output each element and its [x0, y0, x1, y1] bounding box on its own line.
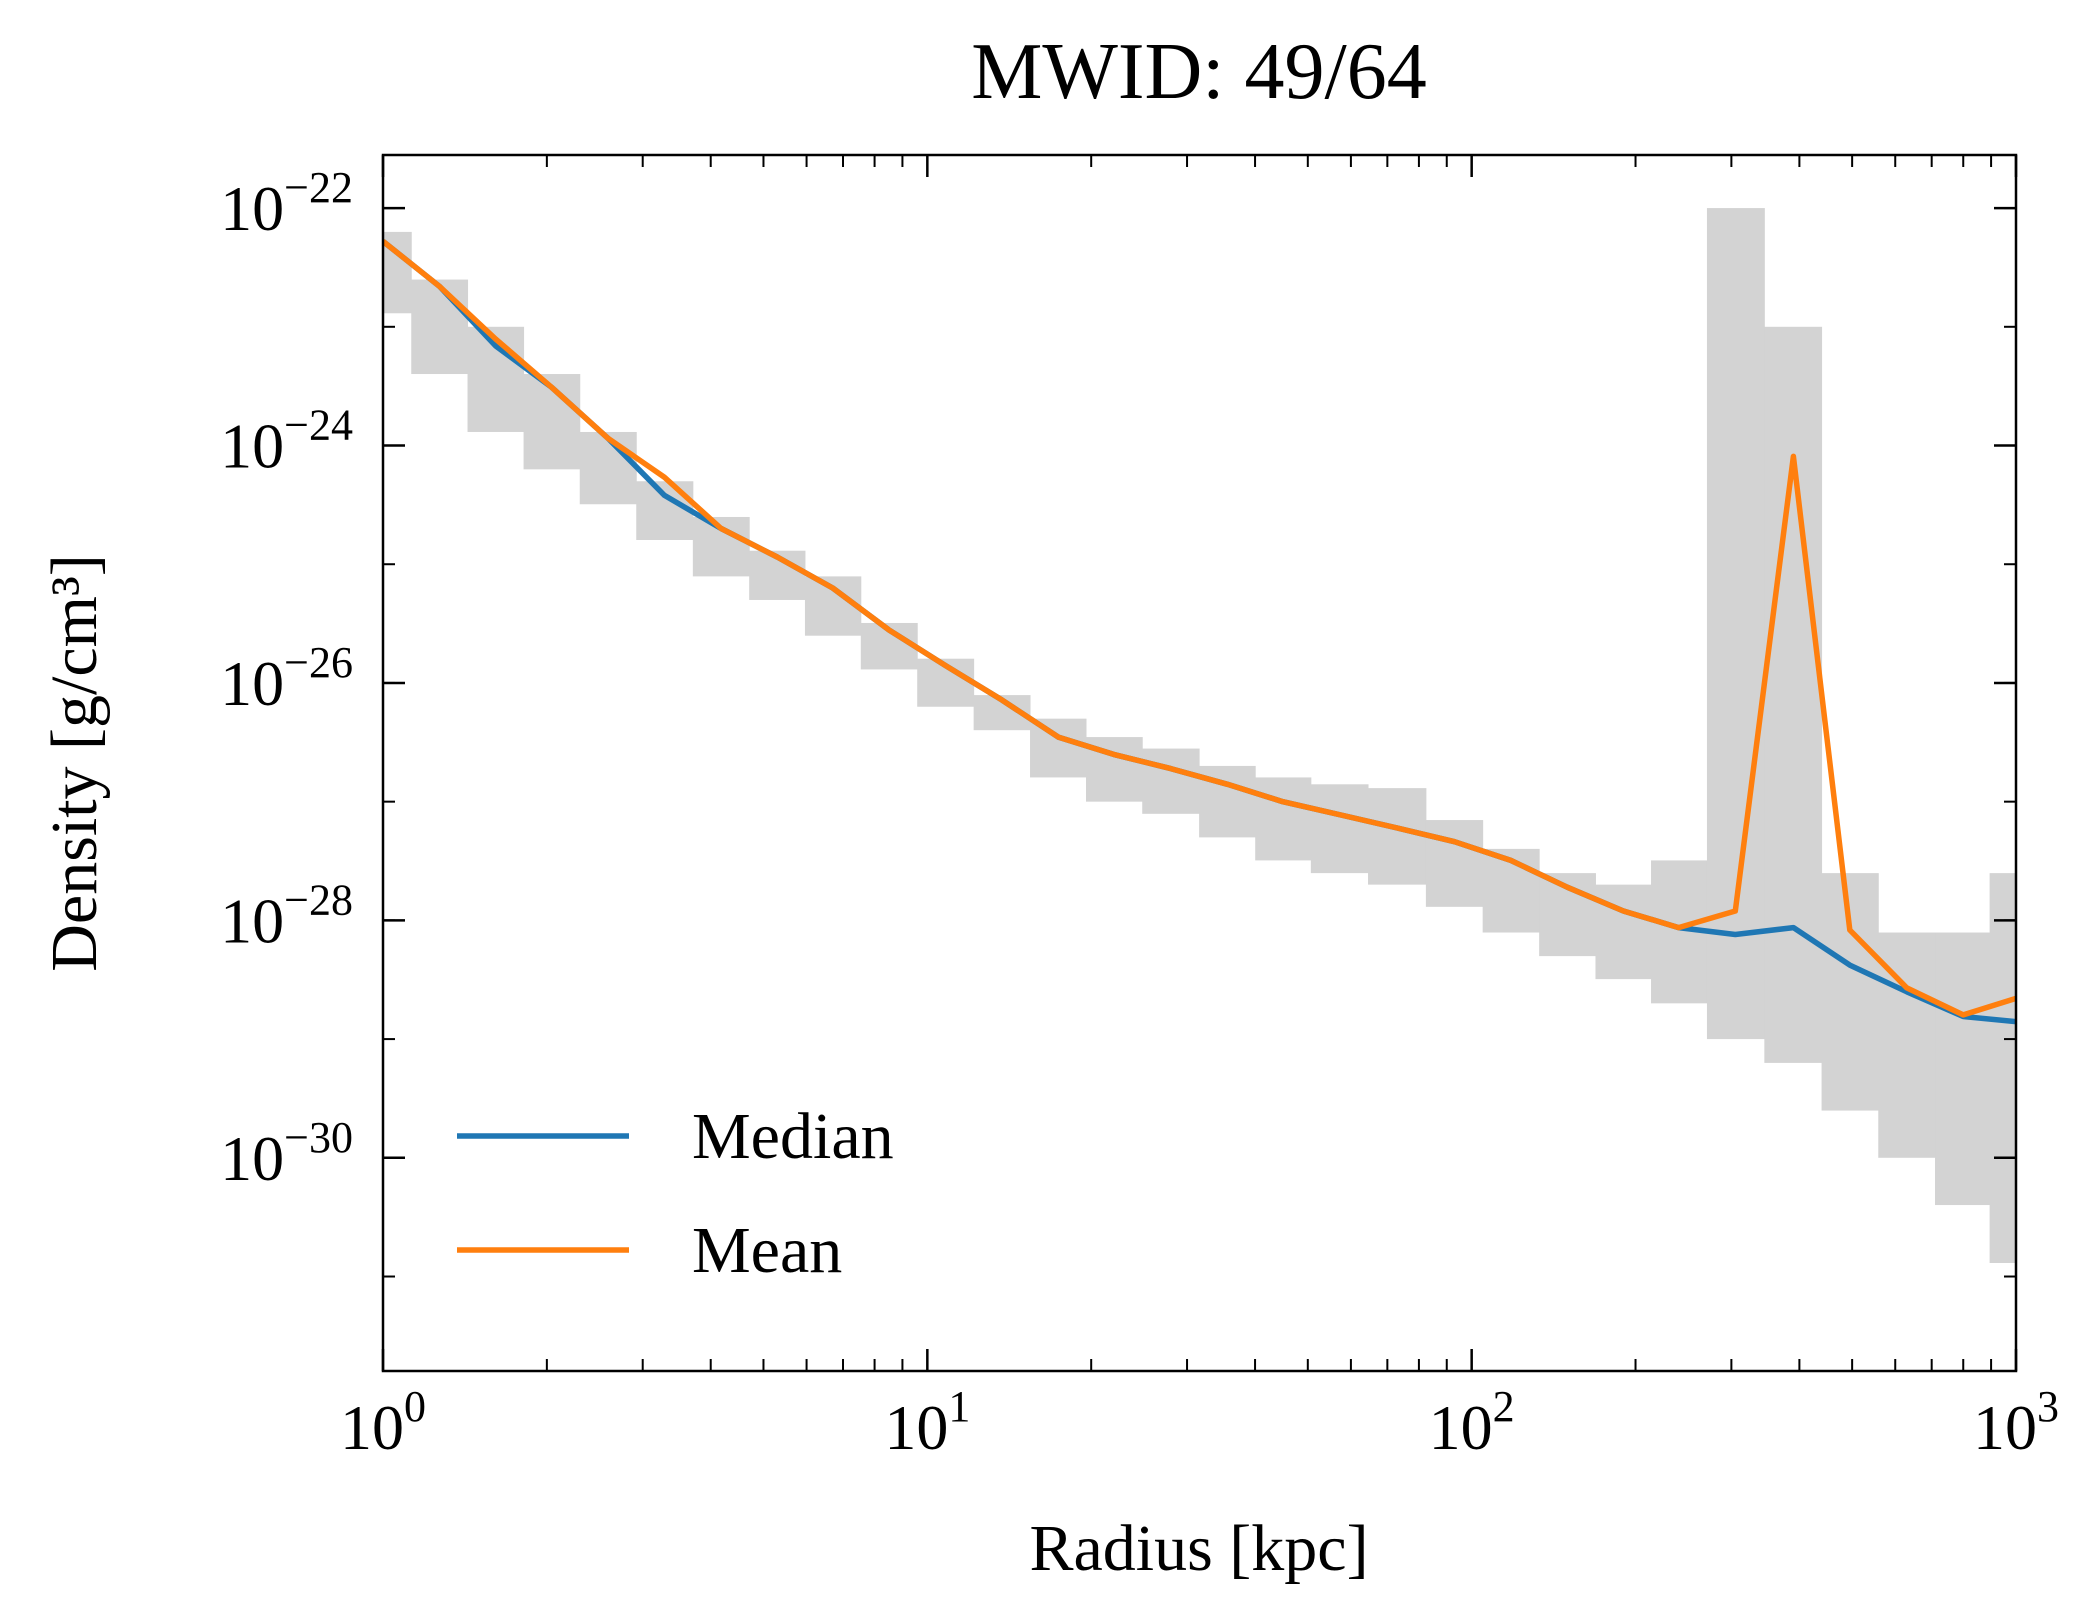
band-segment — [1821, 873, 1879, 1111]
tick-base: 10 — [1973, 1392, 2037, 1463]
band-segment — [1425, 820, 1484, 907]
tick-base: 10 — [340, 1392, 404, 1463]
tick-base: 10 — [1429, 1392, 1493, 1463]
tick-exponent: 3 — [2037, 1382, 2059, 1431]
tick-exponent: −28 — [284, 875, 353, 924]
tick-exponent: 2 — [1493, 1382, 1515, 1431]
chart-title: MWID: 49/64 — [971, 28, 1427, 116]
x-axis-label: Radius [kpc] — [1029, 1512, 1368, 1585]
band-segment — [1935, 932, 1991, 1206]
y-tick-label: 10−30 — [220, 1113, 353, 1194]
band-segment — [1764, 326, 1823, 1063]
tick-exponent: −22 — [284, 163, 353, 212]
band-segment — [1255, 777, 1312, 861]
tick-base: 10 — [220, 885, 284, 956]
tick-base: 10 — [220, 173, 284, 244]
line-series — [383, 239, 2016, 1018]
tick-exponent: 0 — [404, 1382, 426, 1431]
tick-exponent: 1 — [948, 1382, 970, 1431]
tick-base: 10 — [884, 1392, 948, 1463]
band-segment — [1142, 748, 1200, 814]
tick-base: 10 — [220, 411, 284, 482]
x-tick-label: 103 — [1973, 1382, 2059, 1463]
band-segment — [1030, 718, 1087, 778]
tick-base: 10 — [220, 648, 284, 719]
tick-exponent: −30 — [284, 1113, 353, 1162]
band-segment — [1368, 788, 1427, 885]
y-tick-label: 10−26 — [220, 638, 353, 719]
band-segment — [579, 431, 637, 505]
band-segment — [1595, 884, 1652, 980]
band-segment — [1310, 784, 1369, 874]
legend-label: Mean — [692, 1214, 842, 1287]
band-segment — [636, 481, 694, 540]
y-axis-label: Density [g/cm³] — [38, 554, 111, 972]
legend-label: Median — [692, 1100, 894, 1173]
band-segment — [1989, 873, 2016, 1263]
y-tick-label: 10−28 — [220, 875, 353, 956]
tick-base: 10 — [220, 1123, 284, 1194]
band-segment — [411, 279, 469, 375]
tick-exponent: −24 — [284, 401, 353, 450]
y-tick-label: 10−24 — [220, 401, 353, 482]
tick-exponent: −26 — [284, 638, 353, 687]
y-tick-label: 10−22 — [220, 163, 353, 244]
x-tick-label: 101 — [884, 1382, 970, 1463]
x-tick-label: 102 — [1429, 1382, 1515, 1463]
x-tick-label: 100 — [340, 1382, 426, 1463]
plot-frame — [381, 153, 2018, 1373]
